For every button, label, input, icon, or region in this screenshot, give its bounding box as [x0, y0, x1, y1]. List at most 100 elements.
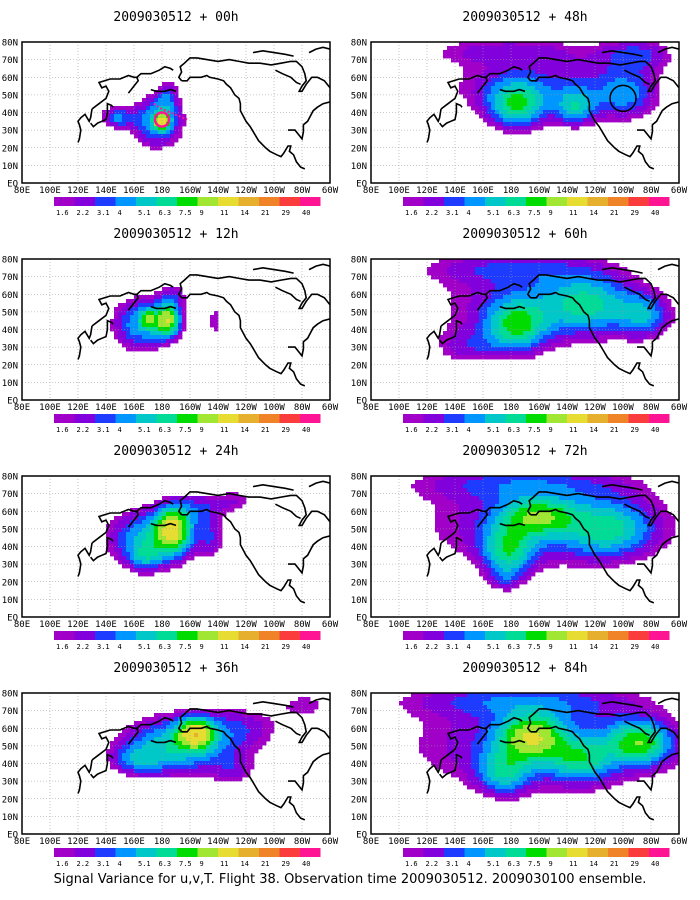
coastline — [499, 305, 526, 310]
x-tick-label: 160W — [528, 620, 550, 630]
y-tick-label: 20N — [2, 795, 18, 805]
colorbar-label: 7.5 — [528, 209, 541, 217]
colorbar-label: 21 — [610, 209, 618, 217]
coastline — [252, 49, 294, 57]
y-tick-label: 80N — [2, 39, 18, 49]
colorbar-label: 11 — [569, 209, 577, 217]
colorbar-label: 9 — [200, 860, 204, 868]
colorbar-swatch — [567, 631, 588, 640]
y-tick-label: 70N — [351, 273, 367, 283]
y-tick-label: 30N — [2, 127, 18, 137]
map-frame — [21, 692, 331, 835]
y-tick-label: 40N — [2, 543, 18, 553]
x-tick-label: 100W — [263, 837, 285, 847]
coastline — [181, 508, 306, 604]
colorbar-label: 6.3 — [159, 209, 172, 217]
colorbar-label: 6.3 — [159, 860, 172, 868]
coastline — [127, 282, 174, 311]
y-tick-label: 60N — [351, 291, 367, 301]
x-tick-label: 120E — [416, 186, 438, 196]
y-tick-label: EQ — [356, 180, 367, 190]
colorbar-label: 3.1 — [97, 643, 110, 651]
colorbar-swatch — [115, 848, 136, 857]
y-tick-label: 10N — [351, 379, 367, 389]
colorbar-label: 40 — [302, 643, 310, 651]
y-tick-label: 30N — [351, 127, 367, 137]
y-tick-label: 50N — [2, 525, 18, 535]
colorbar-label: 21 — [261, 643, 269, 651]
colorbar-label: 5.1 — [138, 209, 151, 217]
x-tick-label: 160W — [528, 186, 550, 196]
y-tick-label: 70N — [351, 707, 367, 717]
y-tick-label: 60N — [2, 725, 18, 735]
colorbar-label: 3.1 — [97, 860, 110, 868]
x-tick-label: 160W — [179, 620, 201, 630]
x-tick-label: 140W — [556, 403, 578, 413]
y-tick-label: 40N — [2, 326, 18, 336]
coastlines — [77, 46, 330, 170]
x-tick-label: 80W — [294, 620, 311, 630]
coastline — [77, 108, 93, 143]
colorbar-label: 7.5 — [179, 426, 192, 434]
y-tick-label: 80N — [2, 256, 18, 266]
x-tick-label: 80W — [643, 620, 660, 630]
colorbar-swatch — [608, 197, 629, 206]
map-frame — [370, 258, 680, 401]
coastline — [426, 108, 442, 143]
colorbar-swatch — [238, 631, 259, 640]
x-tick-label: 100E — [39, 403, 61, 413]
colorbar-label: 1.6 — [56, 860, 69, 868]
x-tick-label: 100E — [388, 403, 410, 413]
coastline — [530, 74, 655, 170]
colorbar-label: 9 — [200, 643, 204, 651]
x-tick-label: 100W — [263, 186, 285, 196]
colorbar-swatch — [649, 414, 670, 423]
y-tick-label: 80N — [2, 473, 18, 483]
map-panel: 2009030512 + 84h EQ 10N 20N 30N 40N 50N 60N 70N 8… — [351, 661, 688, 868]
colorbar-swatch — [74, 197, 95, 206]
colorbar-swatch — [238, 197, 259, 206]
colorbar-label: 14 — [590, 860, 598, 868]
coastline — [177, 708, 330, 744]
colorbar-label: 11 — [569, 643, 577, 651]
x-tick-label: 120W — [584, 620, 606, 630]
colorbar-label: 14 — [241, 860, 249, 868]
x-tick-label: 140W — [207, 620, 229, 630]
y-tick-label: 20N — [351, 361, 367, 371]
colorbar-swatch — [136, 631, 157, 640]
coastline — [438, 753, 463, 779]
colorbar-label: 5.1 — [487, 426, 500, 434]
coastline — [657, 263, 679, 271]
y-tick-label: 70N — [351, 490, 367, 500]
colorbar-swatch — [197, 848, 218, 857]
colorbar-label: 5.1 — [138, 860, 151, 868]
colorbar-label: 4 — [118, 426, 122, 434]
map-frame — [370, 475, 680, 618]
x-tick-label: 100E — [388, 620, 410, 630]
coastline — [288, 101, 330, 141]
x-tick-label: 120E — [416, 837, 438, 847]
coastline — [601, 49, 643, 57]
colorbar-label: 11 — [220, 209, 228, 217]
panel-title: 2009030512 + 00h — [113, 10, 238, 25]
colorbar-swatch — [505, 848, 526, 857]
colorbar: 1.6 2.2 3.1 4 5.1 6.3 7.5 9 11 14 21 29 40 — [403, 197, 670, 217]
coastline — [77, 759, 93, 794]
map-frame — [370, 692, 680, 835]
coastline — [440, 74, 488, 110]
colorbar-label: 5.1 — [138, 426, 151, 434]
colorbar-swatch — [300, 631, 321, 640]
colorbar-swatch — [587, 848, 608, 857]
coastline — [77, 325, 93, 360]
x-tick-label: 100E — [388, 186, 410, 196]
colorbar-swatch — [218, 414, 239, 423]
map-frame — [21, 258, 331, 401]
x-tick-label: 160E — [472, 403, 494, 413]
x-tick-label: 80W — [294, 837, 311, 847]
y-tick-label: EQ — [356, 397, 367, 407]
x-tick-label: 140E — [444, 837, 466, 847]
x-tick-label: 120W — [235, 837, 257, 847]
coastlines — [77, 480, 330, 604]
colorbar: 1.6 2.2 3.1 4 5.1 6.3 7.5 9 11 14 21 29 40 — [403, 848, 670, 868]
coastline — [91, 74, 139, 110]
